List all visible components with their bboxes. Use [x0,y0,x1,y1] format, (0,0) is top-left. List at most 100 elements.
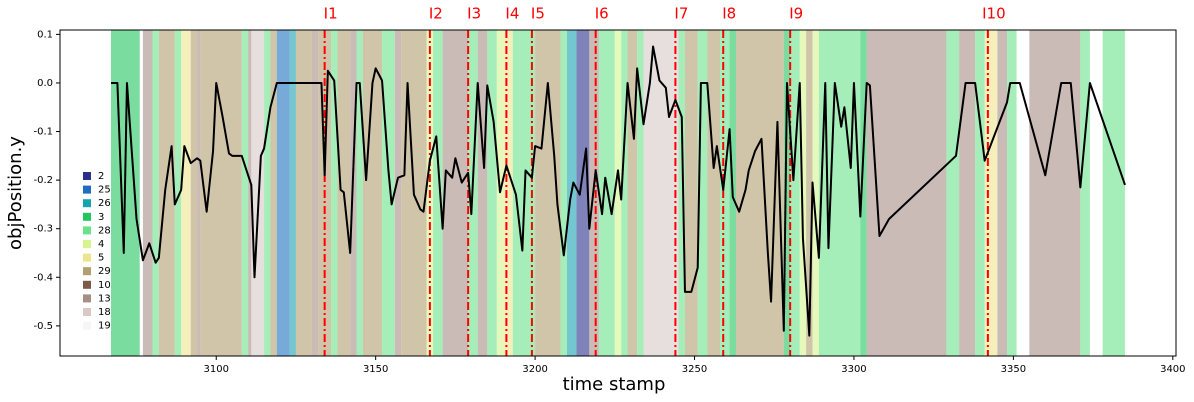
legend-swatch [83,172,91,180]
legend-swatch [83,212,91,221]
category-span [959,30,976,356]
legend-label: 10 [98,280,111,291]
y-tick-label: 0.1 [37,29,53,40]
x-tick-label: 3400 [1160,364,1185,375]
x-tick-label: 3300 [841,364,866,375]
category-span [643,30,679,356]
legend-label: 19 [98,321,111,332]
category-span [477,30,488,356]
plot-frame [59,29,1177,357]
category-span [984,30,998,356]
category-span [251,30,265,356]
legend-swatch [83,267,91,276]
y-tick-label: -0.5 [33,321,53,332]
legend-label: 18 [98,307,111,318]
legend-swatch [83,185,91,194]
category-span [627,30,638,356]
category-span [697,30,708,356]
legend-swatch [83,280,91,289]
category-span [142,30,153,356]
category-span [1007,30,1017,356]
y-tick-label: -0.3 [33,224,53,235]
category-span [806,30,813,356]
category-span [790,30,800,356]
x-tick-label: 3350 [1001,364,1026,375]
category-span [270,30,277,356]
event-label: I8 [722,5,736,23]
x-axis-label: time stamp [563,374,666,395]
category-span [311,30,319,356]
category-span [1029,30,1081,356]
category-span [812,30,819,356]
y-axis-label: objPosition.y [5,136,26,250]
category-span [560,30,567,356]
event-label: I5 [531,5,545,23]
category-span [382,30,395,356]
category-span [487,30,497,356]
legend-label: 4 [98,239,104,250]
category-span [975,30,985,356]
y-tick-label: 0.0 [37,78,53,89]
legend-label: 13 [98,293,111,304]
category-span [707,30,721,356]
category-span [997,30,1008,356]
legend-label: 25 [98,185,111,196]
legend-label: 26 [98,198,111,209]
legend-label: 2 [98,171,104,182]
event-label: I7 [674,5,688,23]
legend-label: 5 [98,253,104,264]
legend-label: 29 [98,266,111,277]
x-tick-label: 3150 [363,364,388,375]
event-label: I4 [505,5,519,23]
category-span [598,30,615,356]
category-span [181,30,191,356]
category-span [152,30,159,356]
category-span [866,30,947,356]
category-span [621,30,628,356]
category-span [720,30,730,356]
category-span [576,30,590,356]
x-tick-label: 3250 [682,364,707,375]
category-span [442,30,469,356]
event-label: I10 [982,5,1006,23]
category-span [289,30,296,356]
category-span [946,30,960,356]
category-span [678,30,685,356]
category-span [190,30,198,356]
legend-swatch [83,321,91,330]
category-span [637,30,644,356]
category-span [200,30,242,356]
event-label: I6 [595,5,609,23]
event-label: I3 [467,5,481,23]
y-tick-label: -0.4 [33,272,53,283]
event-label: I2 [429,5,443,23]
legend-swatch [83,226,91,235]
legend-label: 28 [98,225,111,236]
category-span [614,30,622,356]
category-span [241,30,249,356]
y-tick-label: -0.2 [33,175,53,186]
category-span [356,30,363,356]
legend-swatch [83,253,91,262]
x-tick-label: 3200 [522,364,547,375]
category-span [295,30,312,356]
category-span [860,30,867,356]
category-span [197,30,201,356]
category-span [503,30,513,356]
legend-label: 3 [98,212,104,223]
category-span [684,30,698,356]
category-span [158,30,175,356]
legend-swatch [83,240,91,248]
category-span [174,30,182,356]
category-span [331,30,338,356]
category-span [394,30,402,356]
x-tick-label: 3100 [204,364,229,375]
category-span [783,30,791,356]
category-span [248,30,252,356]
category-span [276,30,290,356]
data-line [111,45,1126,337]
event-label: I1 [324,5,338,23]
event-label: I9 [789,5,803,23]
category-span [1102,30,1125,356]
